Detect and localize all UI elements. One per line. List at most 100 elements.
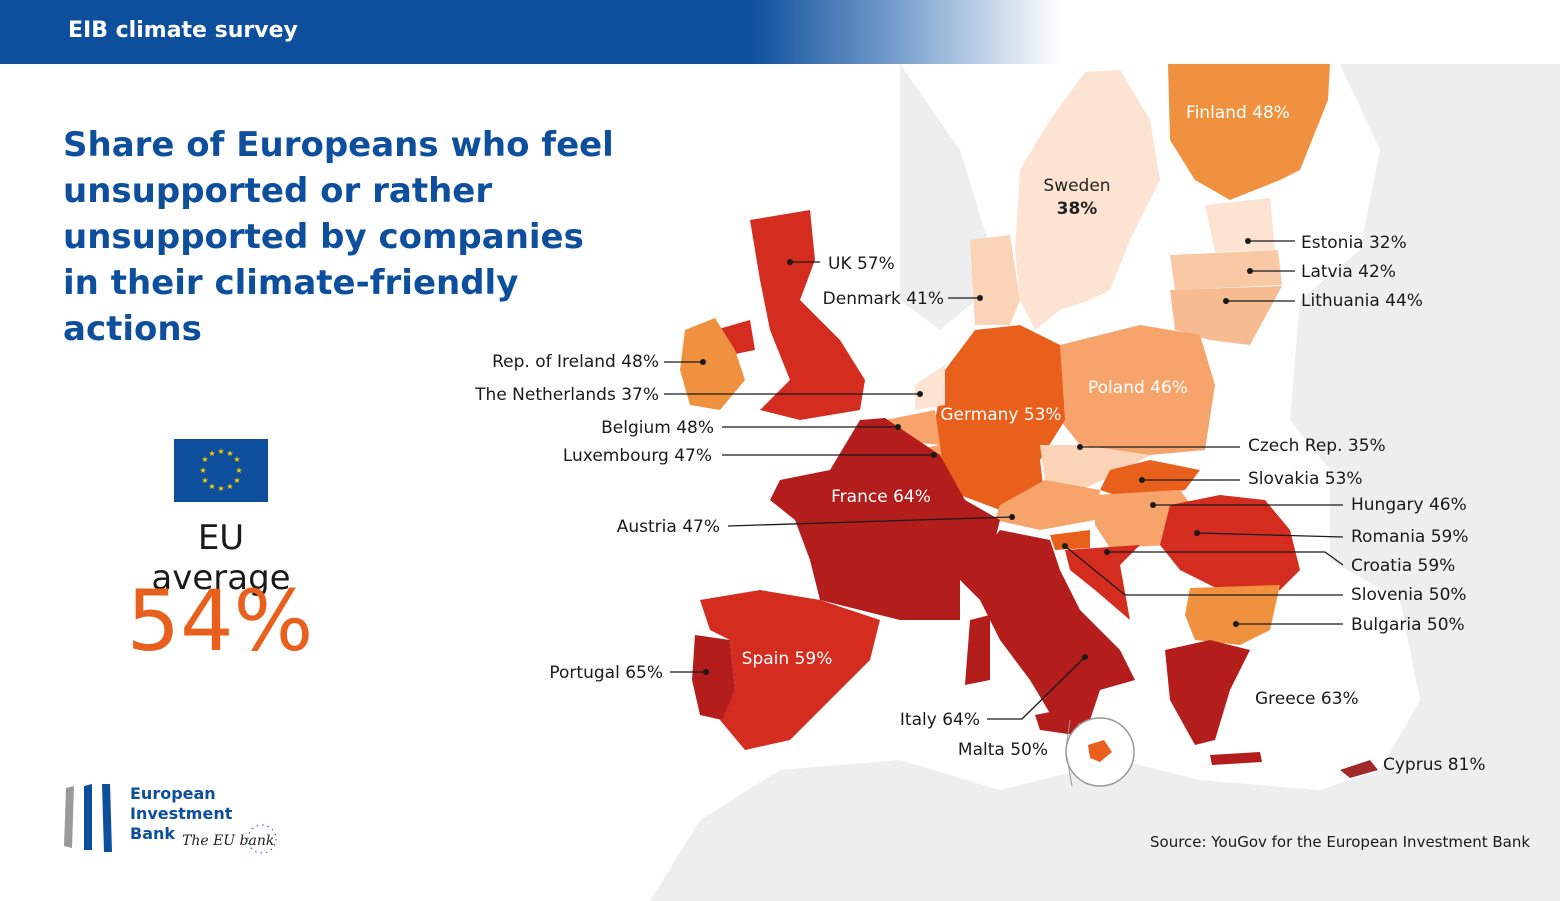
label-belgium: Belgium 48% [601,418,714,438]
label-luxembourg: Luxembourg 47% [563,446,712,466]
label-portugal: Portugal 65% [549,663,663,683]
eu-average-value: 54% [126,572,314,670]
svg-text:★: ★ [201,455,208,464]
dot-lithuania [1223,298,1229,304]
country-ireland [680,318,745,410]
svg-text:★: ★ [235,466,242,475]
svg-text:★: ★ [217,484,224,493]
svg-text:★: ★ [208,482,215,491]
label-france: France 64% [831,487,931,507]
country-poland [1060,325,1215,455]
label-poland: Poland 46% [1088,378,1188,398]
label-italy: Italy 64% [900,710,980,730]
label-malta: Malta 50% [958,740,1048,760]
label-slovakia: Slovakia 53% [1248,469,1363,489]
logo-line-3: Bank [130,824,176,843]
label-greece: Greece 63% [1255,689,1359,709]
eib-logo-icon [64,784,277,854]
leader-austria [727,516,1013,527]
country-slovenia [1050,530,1090,550]
svg-text:★: ★ [233,476,240,485]
country-czech [1040,445,1150,490]
svg-text:★: ★ [226,482,233,491]
dot-slovakia [1139,477,1145,483]
leader-slovenia [1064,545,1343,596]
country-finland [1168,64,1330,200]
country-denmark [970,235,1020,325]
header-bar: EIB climate survey [0,0,1560,64]
eu-flag-icon: ★ ★★ ★★★ ★★★ ★★★ [174,439,268,502]
label-netherlands: The Netherlands 37% [474,385,659,405]
label-estonia: Estonia 32% [1301,233,1407,253]
label-denmark: Denmark 41% [823,289,944,309]
dot-austria [1009,514,1015,520]
label-slovenia: Slovenia 50% [1351,585,1467,605]
svg-text:★: ★ [226,449,233,458]
label-finland: Finland 48% [1186,103,1290,123]
label-cyprus: Cyprus 81% [1383,755,1486,775]
label-sweden: Sweden [1043,176,1110,196]
eu-average-label: EU average [151,518,291,598]
leader-romania [1196,532,1344,538]
country-greece [1165,640,1262,765]
logo-line-2: Investment [130,804,233,823]
source-note: Source: YouGov for the European Investme… [1150,833,1531,851]
svg-text:★: ★ [233,455,240,464]
label-croatia: Croatia 59% [1351,556,1455,576]
label-germany: Germany 53% [940,405,1061,425]
label-uk: UK 57% [828,254,895,274]
svg-text:★: ★ [217,447,224,456]
leader-italy [987,656,1086,720]
dot-hungary [1150,502,1156,508]
country-sweden [1015,70,1160,330]
dot-denmark [977,295,983,301]
dot-luxembourg [931,452,937,458]
country-latvia [1170,250,1282,290]
country-austria [995,480,1100,530]
header-title: EIB climate survey [68,18,298,43]
country-uk [715,210,865,420]
label-czech: Czech Rep. 35% [1248,436,1386,456]
label-spain: Spain 59% [742,649,833,669]
page-title: Share of Europeans who feel unsupported … [63,125,614,349]
label-latvia: Latvia 42% [1301,262,1396,282]
eib-logo-text: European Investment Bank [130,784,232,844]
country-italy [960,530,1135,735]
dot-croatia [1104,549,1110,555]
dot-bulgaria [1233,621,1239,627]
dot-uk [787,259,793,265]
dot-netherlands [917,391,923,397]
label-ireland: Rep. of Ireland 48% [492,352,659,372]
country-croatia [1065,545,1140,620]
country-romania [1160,495,1300,590]
country-spain [700,590,880,750]
dot-portugal [703,669,709,675]
label-lithuania: Lithuania 44% [1301,291,1423,311]
country-estonia [1205,198,1275,252]
dot-italy [1082,654,1088,660]
eib-tagline: The EU bank [182,833,275,849]
dot-slovenia [1062,543,1068,549]
logo-line-1: European [130,784,216,803]
dot-belgium [895,424,901,430]
background-landmass [650,64,1560,901]
label-hungary: Hungary 46% [1351,495,1467,515]
country-cyprus [1340,760,1378,778]
country-netherlands [915,365,945,410]
svg-text:★: ★ [199,466,206,475]
label-romania: Romania 59% [1351,527,1469,547]
leader-croatia [1107,551,1344,566]
country-france [770,418,1000,620]
dot-romania [1194,530,1200,536]
malta-callout-connector [1065,719,1073,787]
country-germany [935,325,1065,510]
label-bulgaria: Bulgaria 50% [1351,615,1465,635]
dot-czech [1077,444,1083,450]
dot-estonia [1245,238,1251,244]
svg-text:★: ★ [208,449,215,458]
dot-ireland [700,359,706,365]
svg-text:★: ★ [201,476,208,485]
country-malta [1088,740,1112,762]
dot-latvia [1247,268,1253,274]
